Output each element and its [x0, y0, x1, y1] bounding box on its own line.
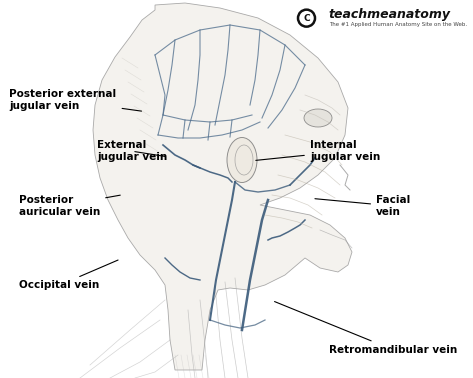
Text: Facial
vein: Facial vein — [315, 195, 410, 217]
Text: teachmeanatomy: teachmeanatomy — [329, 8, 451, 21]
Text: Internal
jugular vein: Internal jugular vein — [256, 140, 380, 162]
Ellipse shape — [304, 109, 332, 127]
Text: Posterior
auricular vein: Posterior auricular vein — [19, 195, 120, 217]
Ellipse shape — [227, 138, 257, 183]
Text: C: C — [303, 14, 310, 23]
Text: Posterior external
jugular vein: Posterior external jugular vein — [9, 89, 141, 111]
Text: The #1 Applied Human Anatomy Site on the Web.: The #1 Applied Human Anatomy Site on the… — [329, 22, 467, 26]
Text: External
jugular vein: External jugular vein — [97, 140, 167, 162]
Text: Retromandibular vein: Retromandibular vein — [274, 302, 457, 355]
Polygon shape — [93, 3, 352, 370]
Text: Occipital vein: Occipital vein — [19, 260, 118, 290]
